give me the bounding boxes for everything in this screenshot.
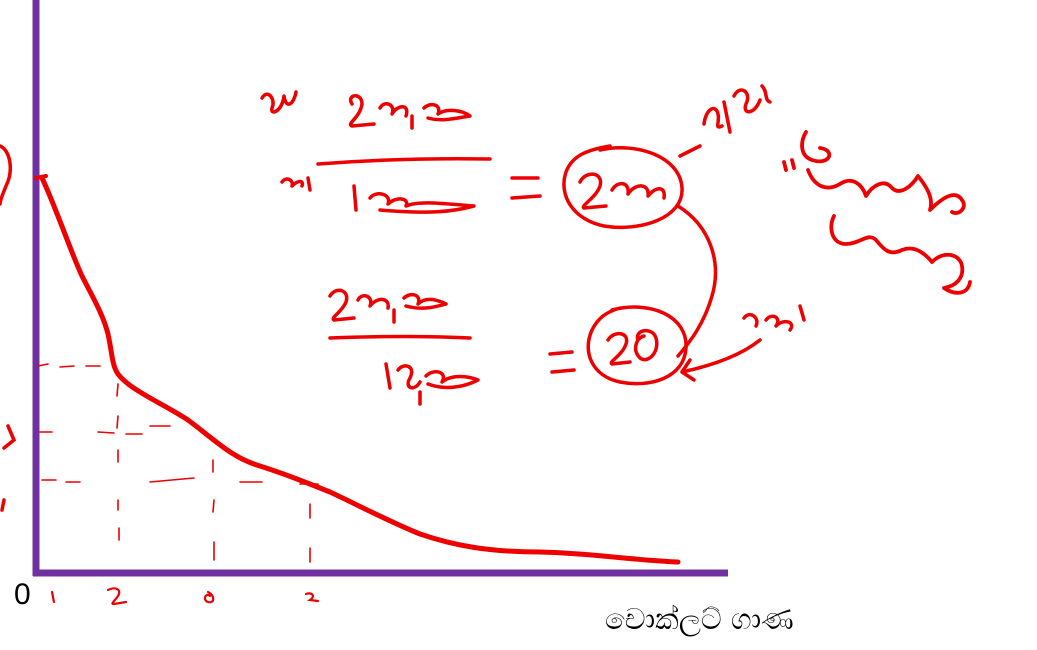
fraction-upper <box>260 90 492 214</box>
demand-curve <box>39 175 681 565</box>
upper-left-note <box>260 90 298 114</box>
lower-denominator <box>384 362 480 406</box>
lower-result-circle <box>586 305 688 386</box>
lower-arrow <box>680 338 762 382</box>
cut-tick-2 <box>0 498 6 512</box>
upper-result-circle <box>562 144 684 230</box>
x-tick-scribbles <box>50 587 320 606</box>
tick-scribble-1 <box>50 590 56 604</box>
tick-scribble-4 <box>304 592 320 603</box>
upper-denominator <box>352 184 476 214</box>
guide-lines <box>37 363 319 563</box>
cut-tick-1 <box>2 424 17 450</box>
left-edge-marks <box>0 144 17 512</box>
curve-start-mark <box>34 174 48 180</box>
axes <box>32 0 728 577</box>
side-note-line-1 <box>800 130 966 215</box>
tick-scribble-3 <box>203 590 215 604</box>
origin-label: 0 <box>14 578 31 611</box>
v-guide-1 <box>116 383 120 541</box>
lower-fraction-bar <box>328 334 472 340</box>
fraction-lower <box>328 288 576 406</box>
upper-fraction-bar <box>316 157 492 166</box>
result-upper <box>510 84 772 230</box>
lower-equals-sign <box>548 350 576 374</box>
upper-prefix-note <box>280 176 312 192</box>
lower-result-value <box>606 328 659 366</box>
h-guide-1 <box>37 363 101 368</box>
upper-result-note <box>678 84 772 158</box>
h-guide-3 <box>41 477 319 485</box>
cut-circle-mark <box>0 144 13 206</box>
h-guide-2 <box>39 425 171 435</box>
side-note-line-2 <box>829 214 972 295</box>
lower-result-note <box>742 304 806 332</box>
x-axis-label: චොක්ලට් ගාණ <box>605 602 794 636</box>
tick-scribble-2 <box>106 587 128 606</box>
v-guide-2 <box>212 459 215 561</box>
upper-numerator <box>348 94 472 130</box>
lower-numerator <box>328 288 448 324</box>
connector-curve <box>676 204 718 358</box>
connector-arrow <box>676 204 718 358</box>
side-note-quote <box>782 158 796 172</box>
upper-equals-sign <box>510 176 542 200</box>
side-note <box>782 130 972 295</box>
upper-result-value <box>578 172 666 210</box>
result-lower <box>586 304 806 386</box>
